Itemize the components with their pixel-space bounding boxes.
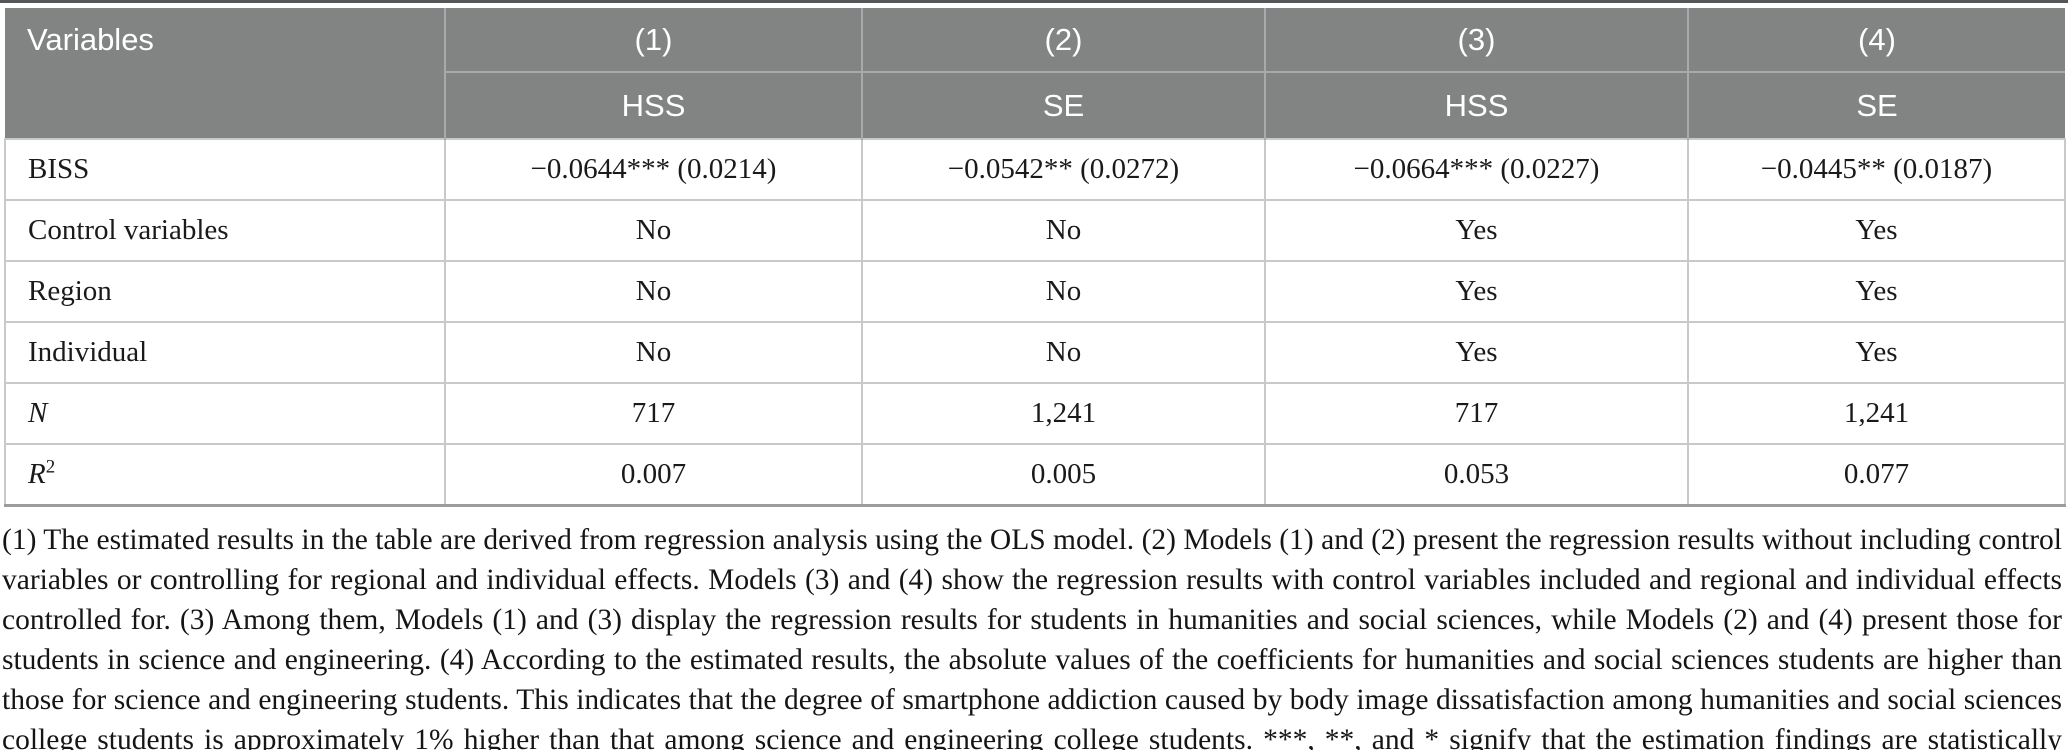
column-subheader-se-2: SE xyxy=(861,71,1265,139)
cell-biss-3: −0.0664*** (0.0227) xyxy=(1264,138,1689,201)
row-label-region: Region xyxy=(4,260,446,323)
cell-individual-2: No xyxy=(861,321,1266,384)
cell-biss-2: −0.0542** (0.0272) xyxy=(861,138,1266,201)
cell-biss-4: −0.0445** (0.0187) xyxy=(1687,138,2066,201)
row-label-r-squared: R2 xyxy=(4,443,446,507)
table-row-individual: Individual No No Yes Yes xyxy=(4,321,2066,384)
r-squared-exponent: 2 xyxy=(45,456,56,478)
cell-region-3: Yes xyxy=(1264,260,1689,323)
cell-r2-2: 0.005 xyxy=(861,443,1266,507)
cell-region-2: No xyxy=(861,260,1266,323)
table-row-r-squared: R2 0.007 0.005 0.053 0.077 xyxy=(4,443,2066,507)
row-label-individual: Individual xyxy=(4,321,446,384)
table-row-control-variables: Control variables No No Yes Yes xyxy=(4,199,2066,262)
table-header: Variables (1) (2) (3) (4) HSS SE HSS SE xyxy=(5,8,2065,139)
cell-r2-1: 0.007 xyxy=(444,443,863,507)
column-header-variables: Variables xyxy=(5,8,445,139)
table-body: BISS −0.0644*** (0.0214) −0.0542** (0.02… xyxy=(4,138,2066,507)
column-header-model-4: (4) xyxy=(1687,8,2065,72)
cell-n-1: 717 xyxy=(444,382,863,445)
cell-individual-3: Yes xyxy=(1264,321,1689,384)
cell-individual-1: No xyxy=(444,321,863,384)
column-header-model-2: (2) xyxy=(861,8,1265,72)
table-row-n: N 717 1,241 717 1,241 xyxy=(4,382,2066,445)
cell-n-4: 1,241 xyxy=(1687,382,2066,445)
cell-biss-1: −0.0644*** (0.0214) xyxy=(444,138,863,201)
table-row-region: Region No No Yes Yes xyxy=(4,260,2066,323)
column-subheader-hss-3: HSS xyxy=(1264,71,1688,139)
cell-region-4: Yes xyxy=(1687,260,2066,323)
top-rule-divider xyxy=(0,0,2068,3)
cell-r2-4: 0.077 xyxy=(1687,443,2066,507)
cell-region-1: No xyxy=(444,260,863,323)
row-label-n: N xyxy=(4,382,446,445)
cell-individual-4: Yes xyxy=(1687,321,2066,384)
cell-control-2: No xyxy=(861,199,1266,262)
cell-control-1: No xyxy=(444,199,863,262)
r-squared-symbol: R xyxy=(28,457,46,490)
regression-results-table: Variables (1) (2) (3) (4) HSS SE HSS SE … xyxy=(4,8,2066,507)
column-subheader-hss-1: HSS xyxy=(444,71,862,139)
column-header-model-1: (1) xyxy=(444,8,862,72)
cell-control-3: Yes xyxy=(1264,199,1689,262)
header-row-groups: HSS SE HSS SE xyxy=(5,71,2065,139)
row-label-control-variables: Control variables xyxy=(4,199,446,262)
table-row-biss: BISS −0.0644*** (0.0214) −0.0542** (0.02… xyxy=(4,138,2066,201)
cell-r2-3: 0.053 xyxy=(1264,443,1689,507)
column-header-model-3: (3) xyxy=(1264,8,1688,72)
column-subheader-se-4: SE xyxy=(1687,71,2065,139)
cell-n-3: 717 xyxy=(1264,382,1689,445)
row-label-biss: BISS xyxy=(4,138,446,201)
header-row-model-numbers: Variables (1) (2) (3) (4) xyxy=(5,8,2065,139)
cell-n-2: 1,241 xyxy=(861,382,1266,445)
cell-control-4: Yes xyxy=(1687,199,2066,262)
table-footnote: (1) The estimated results in the table a… xyxy=(2,523,2062,750)
